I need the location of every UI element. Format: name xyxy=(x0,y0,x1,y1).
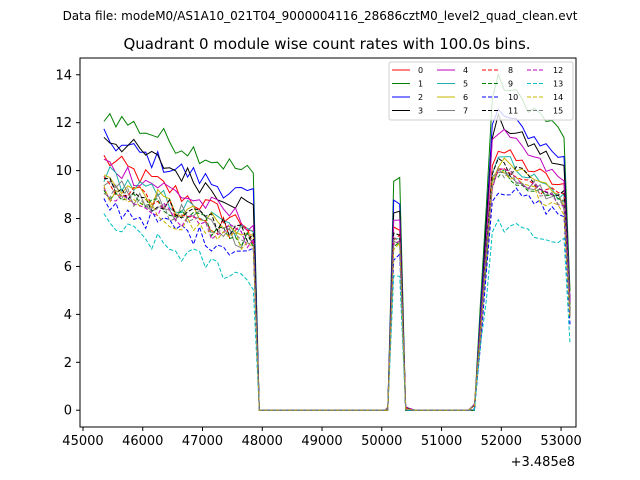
legend-label-5: 5 xyxy=(463,80,468,89)
legend-label-12: 12 xyxy=(553,66,563,75)
legend-label-8: 8 xyxy=(508,66,513,75)
chart-title: Quadrant 0 module wise count rates with … xyxy=(123,35,530,53)
legend-label-14: 14 xyxy=(553,93,563,102)
y-tick-label: 2 xyxy=(64,356,72,371)
x-tick-label: 46000 xyxy=(122,434,163,449)
x-tick-label: 49000 xyxy=(301,434,342,449)
x-tick-label: 51000 xyxy=(421,434,462,449)
legend-label-10: 10 xyxy=(508,93,518,102)
legend-label-15: 15 xyxy=(553,107,563,116)
legend-label-13: 13 xyxy=(553,80,563,89)
series-line-15 xyxy=(103,166,571,411)
legend-label-9: 9 xyxy=(508,80,513,89)
plot-frame xyxy=(79,57,577,428)
series-layer xyxy=(103,72,571,411)
legend-label-0: 0 xyxy=(418,66,423,75)
legend-label-11: 11 xyxy=(508,107,518,116)
legend-label-4: 4 xyxy=(463,66,468,75)
y-tick-label: 10 xyxy=(55,164,72,179)
y-tick-label: 6 xyxy=(64,260,72,275)
legend-label-3: 3 xyxy=(418,107,423,116)
x-axis: 45000 46000 47000 48000 49000 50000 51000 52000… xyxy=(62,427,582,449)
legend-label-2: 2 xyxy=(418,93,423,102)
x-tick-label: 53000 xyxy=(540,434,581,449)
x-tick-label: 52000 xyxy=(481,434,522,449)
x-tick-label: 48000 xyxy=(242,434,283,449)
x-tick-label: 47000 xyxy=(182,434,223,449)
y-tick-label: 8 xyxy=(64,212,72,227)
legend-label-1: 1 xyxy=(418,80,423,89)
y-tick-label: 4 xyxy=(64,308,72,323)
y-tick-label: 12 xyxy=(55,116,72,131)
x-tick-label: 45000 xyxy=(62,434,103,449)
legend-label-6: 6 xyxy=(463,93,468,102)
x-offset-label: +3.485e8 xyxy=(511,455,575,470)
series-line-14 xyxy=(103,166,571,411)
x-tick-label: 50000 xyxy=(361,434,402,449)
chart-suptitle: Data file: modeM0/AS1A10_021T04_90000041… xyxy=(63,9,578,23)
y-axis: 0 2 4 6 8 10 12 14 xyxy=(55,68,80,419)
legend-label-7: 7 xyxy=(463,107,468,116)
legend-frame xyxy=(388,61,574,121)
y-tick-label: 14 xyxy=(55,68,72,83)
y-tick-label: 0 xyxy=(64,404,72,419)
